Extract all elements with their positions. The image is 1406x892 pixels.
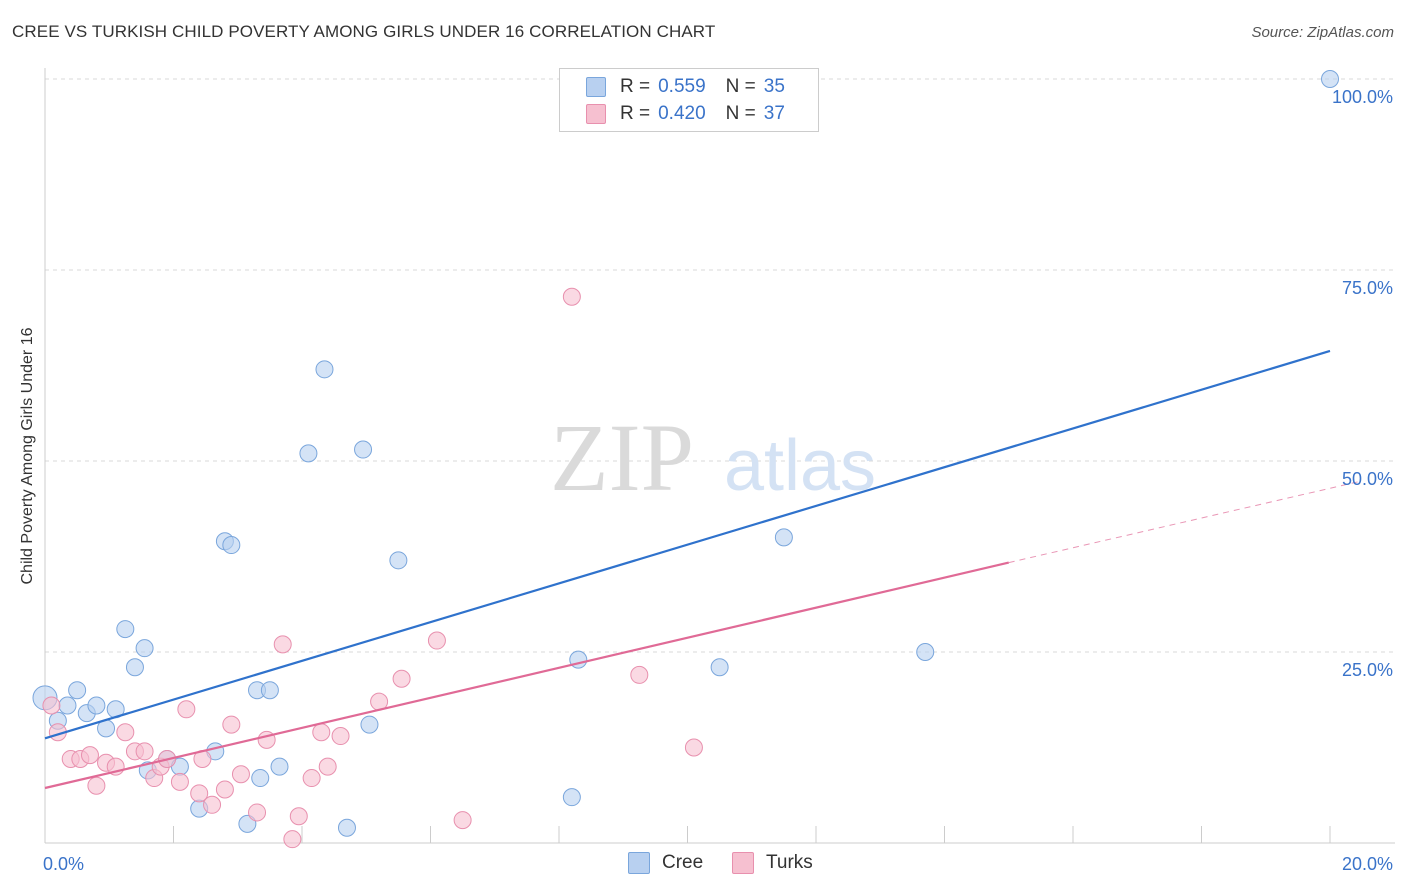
legend-swatch-turks xyxy=(586,104,606,124)
point-cree xyxy=(68,681,87,700)
point-turks xyxy=(273,635,292,654)
series-name-cree: Cree xyxy=(662,852,704,873)
point-turks xyxy=(630,665,649,684)
point-cree xyxy=(238,814,257,833)
point-turks xyxy=(289,807,308,826)
point-cree xyxy=(1321,70,1339,88)
series-swatch-turks xyxy=(732,852,754,874)
point-turks xyxy=(190,784,209,803)
trend-line-cree xyxy=(44,349,1331,740)
legend-n-value: 35 xyxy=(763,76,785,97)
y-tick-label: 50.0% xyxy=(1342,469,1393,489)
series-legend-cree[interactable]: Cree xyxy=(628,852,703,874)
point-turks xyxy=(231,765,250,784)
point-turks xyxy=(215,780,234,799)
point-cree xyxy=(354,440,373,459)
point-cree xyxy=(260,681,279,700)
point-cree xyxy=(916,643,935,661)
point-cree xyxy=(389,551,408,570)
point-turks xyxy=(80,746,99,765)
point-turks xyxy=(116,723,135,742)
legend-row-turks: R = 0.420 N = 37 xyxy=(586,102,785,126)
legend-row-cree: R = 0.559 N = 35 xyxy=(586,75,785,99)
point-cree xyxy=(360,715,379,734)
point-cree xyxy=(337,818,356,837)
point-turks xyxy=(302,769,321,788)
trend-line-turks xyxy=(44,561,1010,790)
y-tick-label: 75.0% xyxy=(1342,278,1393,298)
data-points xyxy=(32,70,1339,849)
point-turks xyxy=(427,631,446,650)
y-tick-label: 25.0% xyxy=(1342,660,1393,680)
point-turks xyxy=(170,772,189,791)
chart-title: CREE VS TURKISH CHILD POVERTY AMONG GIRL… xyxy=(12,22,716,41)
series-swatch-cree xyxy=(628,852,650,874)
legend-r-value: 0.420 xyxy=(658,103,706,124)
point-cree xyxy=(116,620,135,639)
point-turks xyxy=(177,700,196,719)
x-tick-label: 0.0% xyxy=(43,854,84,874)
legend-n-value: 37 xyxy=(763,103,785,124)
watermark: ZIP atlas xyxy=(550,404,876,511)
point-cree xyxy=(58,696,77,715)
legend-r-label: R = xyxy=(620,103,651,124)
point-turks xyxy=(331,727,350,746)
point-cree xyxy=(774,528,793,547)
point-cree xyxy=(299,444,318,463)
point-turks xyxy=(248,803,267,822)
point-turks xyxy=(87,776,106,795)
legend-swatch-cree xyxy=(586,77,606,97)
point-cree xyxy=(251,769,270,788)
legend: R = 0.559 N = 35 R = 0.420 N = 37 xyxy=(559,68,819,132)
point-cree xyxy=(562,788,581,807)
legend-n-label: N = xyxy=(725,76,756,97)
point-turks xyxy=(453,811,472,830)
grid-lines xyxy=(45,78,1395,653)
point-turks xyxy=(684,738,703,757)
point-turks xyxy=(222,715,241,734)
series-legend-turks[interactable]: Turks xyxy=(732,852,813,874)
chart-source: Source: ZipAtlas.com xyxy=(1251,24,1394,41)
point-turks xyxy=(312,723,331,742)
point-turks xyxy=(135,742,154,761)
tick-labels: 100.0% 75.0% 50.0% 25.0% 0.0% 20.0% xyxy=(43,87,1393,874)
legend-r-label: R = xyxy=(620,76,651,97)
point-turks xyxy=(562,287,581,306)
point-turks xyxy=(283,830,302,849)
point-cree xyxy=(315,360,334,379)
point-cree xyxy=(270,757,289,776)
watermark-zip: ZIP xyxy=(550,404,694,511)
legend-r-value: 0.559 xyxy=(658,76,706,97)
point-cree xyxy=(222,536,241,555)
watermark-atlas: atlas xyxy=(724,426,876,506)
trend-line-dashed-turks xyxy=(1008,480,1363,564)
y-tick-label: 100.0% xyxy=(1332,87,1393,107)
series-name-turks: Turks xyxy=(766,852,813,873)
trend-lines xyxy=(44,349,1363,790)
point-cree xyxy=(710,658,729,677)
point-turks xyxy=(318,757,337,776)
point-cree xyxy=(125,658,144,677)
point-turks xyxy=(203,795,222,814)
point-turks xyxy=(42,696,61,715)
series-legend: Cree Turks xyxy=(0,852,1406,876)
legend-n-label: N = xyxy=(725,103,756,124)
point-turks xyxy=(392,669,411,688)
axes xyxy=(44,68,1395,844)
x-tick-label: 20.0% xyxy=(1342,854,1393,874)
point-cree xyxy=(135,639,154,658)
point-cree xyxy=(87,696,106,715)
